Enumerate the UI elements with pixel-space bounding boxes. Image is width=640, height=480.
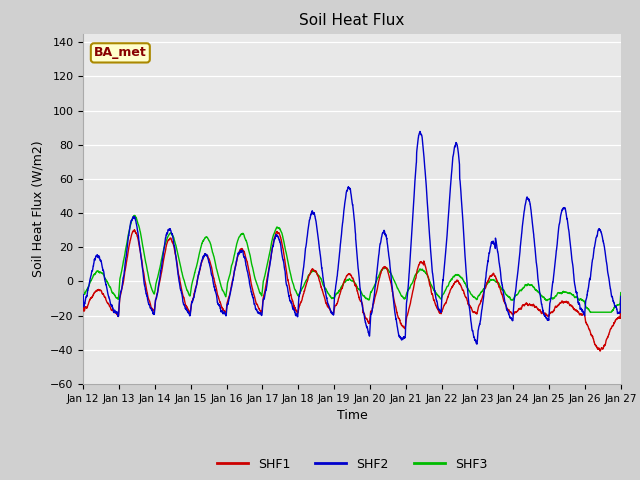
SHF3 bbox=[443, 285, 451, 290]
Y-axis label: Soil Heat Flux (W/m2): Soil Heat Flux (W/m2) bbox=[31, 141, 44, 277]
SHF3 bbox=[332, 291, 340, 297]
SHF1 bbox=[617, 297, 625, 303]
SHF1 bbox=[616, 312, 624, 317]
SHF1 bbox=[332, 302, 340, 308]
SHF2 bbox=[416, 129, 424, 134]
SHF2 bbox=[176, 282, 184, 288]
X-axis label: Time: Time bbox=[337, 409, 367, 422]
SHF2 bbox=[617, 294, 625, 300]
SHF3 bbox=[176, 260, 184, 265]
SHF3 bbox=[472, 297, 480, 302]
SHF1 bbox=[131, 227, 138, 233]
SHF2 bbox=[443, 238, 451, 244]
SHF1 bbox=[176, 278, 184, 284]
SHF3 bbox=[79, 285, 87, 290]
Line: SHF1: SHF1 bbox=[83, 230, 621, 351]
SHF3 bbox=[587, 309, 595, 315]
SHF2 bbox=[332, 283, 340, 289]
Text: BA_met: BA_met bbox=[94, 47, 147, 60]
SHF1 bbox=[596, 348, 604, 354]
Legend: SHF1, SHF2, SHF3: SHF1, SHF2, SHF3 bbox=[212, 453, 492, 476]
SHF1 bbox=[503, 305, 511, 311]
Line: SHF2: SHF2 bbox=[83, 132, 621, 344]
SHF1 bbox=[79, 294, 87, 300]
SHF2 bbox=[503, 308, 511, 313]
SHF3 bbox=[616, 298, 624, 303]
SHF2 bbox=[472, 340, 480, 346]
SHF1 bbox=[472, 311, 480, 316]
SHF1 bbox=[443, 298, 451, 303]
SHF3 bbox=[503, 292, 511, 298]
SHF3 bbox=[617, 290, 625, 296]
Title: Soil Heat Flux: Soil Heat Flux bbox=[300, 13, 404, 28]
SHF2 bbox=[473, 341, 481, 347]
Line: SHF3: SHF3 bbox=[83, 216, 621, 312]
SHF2 bbox=[79, 292, 87, 298]
SHF3 bbox=[131, 213, 138, 218]
SHF2 bbox=[616, 310, 624, 315]
